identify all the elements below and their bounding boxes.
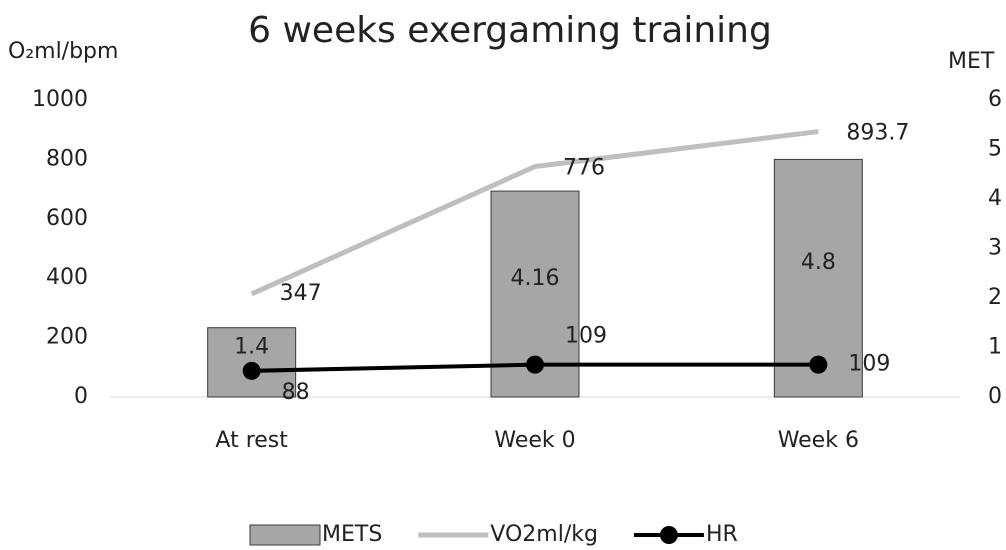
legend-marker: [659, 526, 678, 544]
data-label: 1.4: [234, 334, 269, 359]
marker: [526, 355, 544, 374]
y-tick-label: 600: [46, 206, 88, 231]
y2-tick-label: 3: [988, 236, 1002, 261]
chart-title: 6 weeks exergaming training: [248, 10, 772, 51]
y-tick-label: 400: [46, 265, 88, 290]
y2-axis-label: MET: [948, 49, 995, 74]
data-label: 4.16: [511, 266, 560, 291]
data-label: 109: [565, 324, 607, 349]
x-tick-label: Week 6: [778, 428, 859, 453]
x-tick-label: At rest: [215, 428, 288, 453]
line: [250, 129, 819, 297]
marker: [809, 355, 828, 374]
data-label: 347: [280, 281, 322, 306]
legend-label: VO2ml/kg: [490, 522, 598, 547]
data-label: 893.7: [846, 121, 909, 146]
y2-tick-label: 5: [988, 137, 1002, 162]
y2-tick-label: 1: [988, 335, 1002, 360]
data-label: 4.8: [801, 250, 836, 275]
y2-tick-label: 6: [988, 87, 1002, 112]
marker: [242, 361, 261, 380]
y-tick-label: 200: [46, 325, 88, 350]
legend-label: HR: [706, 522, 738, 547]
data-label: 88: [282, 380, 310, 405]
y-tick-label: 1000: [32, 87, 88, 112]
data-label: 109: [848, 352, 890, 377]
x-tick-label: Week 0: [494, 428, 575, 453]
legend-label: METS: [322, 522, 382, 547]
y2-tick-label: 0: [988, 384, 1002, 409]
data-label: 776: [563, 156, 605, 181]
y2-tick-label: 2: [988, 285, 1002, 310]
y-axis-label: O₂ml/bpm: [8, 39, 118, 64]
legend-swatch: [249, 524, 321, 546]
y-tick-label: 0: [74, 384, 88, 409]
y2-tick-label: 4: [988, 186, 1002, 211]
y-tick-label: 800: [46, 146, 88, 171]
